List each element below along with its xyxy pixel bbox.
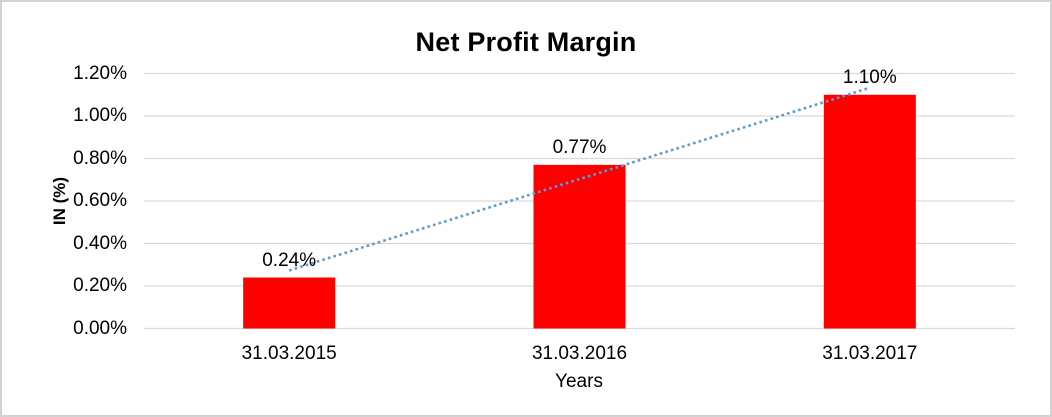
x-category-label: 31.03.2017 — [822, 343, 918, 364]
y-tick-label: 0.80% — [73, 147, 127, 169]
chart-title: Net Profit Margin — [415, 27, 637, 57]
x-axis-title: Years — [555, 371, 603, 392]
y-tick-label: 0.00% — [73, 317, 127, 339]
data-label: 0.24% — [262, 249, 317, 271]
bar-31.03.2016 — [533, 164, 626, 329]
y-tick-label: 0.40% — [73, 232, 127, 254]
x-category-label: 31.03.2016 — [531, 343, 628, 364]
y-tick-label: 0.60% — [73, 190, 127, 211]
bar-31.03.2017 — [823, 94, 916, 329]
y-tick-label: 1.00% — [73, 105, 127, 126]
x-category-label: 31.03.2015 — [241, 343, 337, 364]
data-label: 1.10% — [842, 66, 897, 88]
data-label: 0.77% — [552, 136, 607, 158]
y-tick-label: 1.20% — [73, 62, 127, 84]
y-tick-label: 0.20% — [73, 275, 127, 296]
bar-31.03.2015 — [243, 277, 336, 329]
